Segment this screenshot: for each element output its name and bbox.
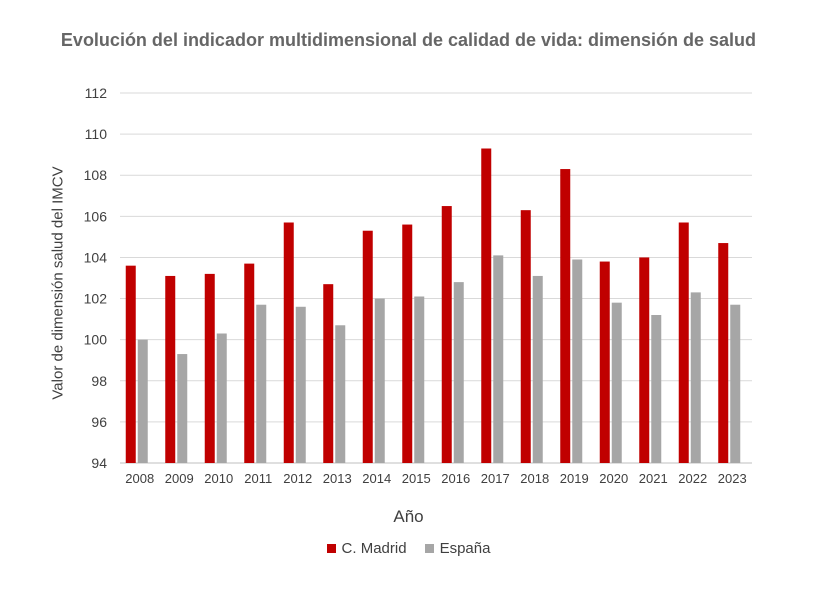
bar-espana: [295, 306, 306, 463]
bar-espana: [651, 315, 662, 463]
x-tick-label: 2018: [520, 471, 549, 486]
y-tick-label: 100: [84, 332, 108, 348]
x-tick-label: 2022: [678, 471, 707, 486]
legend-swatch-espana: [424, 544, 434, 553]
bar-espana: [256, 304, 267, 463]
bar-espana: [690, 292, 701, 463]
x-tick-label: 2020: [599, 471, 628, 486]
bars: [125, 148, 741, 464]
x-tick-label: 2019: [560, 471, 589, 486]
bar-madrid: [323, 284, 334, 463]
x-tick-label: 2016: [441, 471, 470, 486]
y-tick-label: 104: [84, 249, 108, 265]
bar-espana: [493, 255, 504, 463]
bar-madrid: [204, 273, 215, 463]
legend-label-espana: España: [439, 540, 491, 557]
chart-title: Evolución del indicador multidimensional…: [60, 30, 757, 50]
x-tick-label: 2008: [125, 471, 154, 486]
bar-espana: [730, 304, 741, 463]
y-axis-label: Valor de dimensión salud del IMCV: [49, 166, 67, 400]
y-tick-label: 112: [85, 85, 108, 101]
bar-madrid: [560, 169, 571, 464]
legend-swatch-madrid: [326, 544, 336, 553]
x-tick-label: 2021: [639, 471, 668, 486]
y-tick-label: 108: [84, 167, 108, 183]
bar-madrid: [718, 243, 729, 463]
legend-item-madrid: C. Madrid: [326, 540, 407, 557]
bar-espana: [572, 259, 583, 463]
bar-madrid: [441, 206, 452, 464]
bar-espana: [137, 339, 148, 463]
y-tick-label: 102: [84, 291, 108, 307]
bar-espana: [532, 275, 543, 463]
bar-madrid: [244, 263, 255, 463]
y-tick-label: 98: [91, 373, 107, 389]
y-tick-label: 96: [91, 414, 107, 430]
bar-madrid: [678, 222, 689, 463]
bar-madrid: [283, 222, 294, 463]
bar-espana: [335, 325, 346, 463]
bar-espana: [216, 333, 227, 463]
bar-madrid: [362, 230, 373, 463]
bar-madrid: [599, 261, 610, 463]
bar-espana: [453, 282, 464, 463]
x-tick-label: 2012: [283, 471, 312, 486]
bar-espana: [177, 354, 188, 463]
bar-espana: [611, 302, 622, 463]
y-tick-labels: 94 96 98 100 102 104 106 108 110 112: [84, 85, 108, 471]
legend-item-espana: España: [424, 540, 491, 557]
y-tick-label: 94: [91, 455, 107, 471]
bar-espana: [374, 298, 385, 463]
x-tick-label: 2010: [204, 471, 233, 486]
x-tick-label: 2015: [402, 471, 431, 486]
x-axis-label: Año: [393, 507, 424, 526]
legend: C. Madrid España: [0, 540, 817, 557]
bar-madrid: [481, 148, 492, 463]
bar-madrid: [402, 224, 413, 463]
bar-espana: [414, 296, 425, 463]
x-tick-label: 2023: [718, 471, 747, 486]
x-tick-labels: 2008 2009 2010 2011 2012 2013 2014 2015 2016 2017…: [125, 471, 746, 486]
legend-label-madrid: C. Madrid: [341, 540, 407, 557]
bar-madrid: [125, 265, 136, 463]
bar-madrid: [520, 210, 531, 463]
x-tick-label: 2009: [165, 471, 194, 486]
bar-madrid: [165, 275, 176, 463]
y-tick-label: 106: [84, 208, 108, 224]
x-tick-label: 2017: [481, 471, 510, 486]
x-tick-label: 2013: [323, 471, 352, 486]
y-tick-label: 110: [85, 126, 108, 142]
x-tick-label: 2011: [244, 471, 272, 486]
x-tick-label: 2014: [362, 471, 391, 486]
bar-madrid: [639, 257, 650, 463]
